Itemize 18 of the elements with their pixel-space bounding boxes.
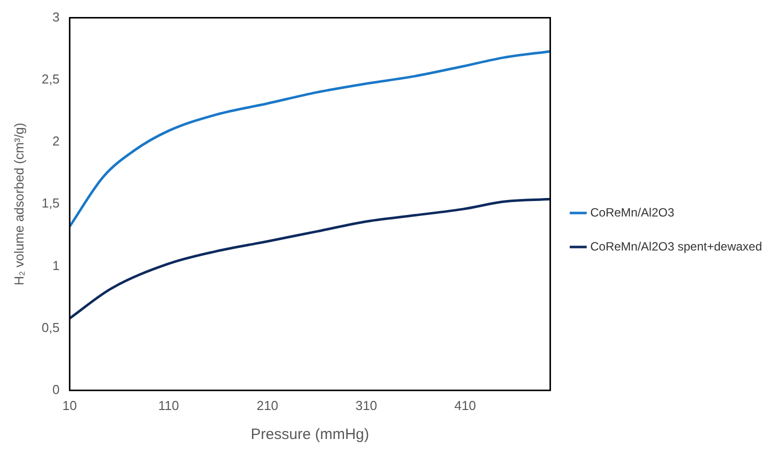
legend-label: CoReMn/Al2O3 <box>590 205 675 220</box>
y-tick-label: 0 <box>52 382 60 397</box>
y-tick-label: 1 <box>52 258 60 273</box>
x-tick-label: 210 <box>256 398 278 413</box>
x-axis-title: Pressure (mmHg) <box>250 426 370 444</box>
y-tick-label: 3 <box>52 9 60 24</box>
y-axis-title: H₂ volume adsorbed (cm³/g) <box>11 122 26 286</box>
x-tick-label: 410 <box>454 398 476 413</box>
y-tick-label: 1,5 <box>42 196 60 211</box>
x-tick-label: 110 <box>158 398 179 413</box>
line-series <box>70 198 550 320</box>
y-tick-label: 0,5 <box>42 320 60 335</box>
y-tick-label: 2 <box>52 134 60 149</box>
x-tick-label: 10 <box>62 398 77 413</box>
x-tick-label: 310 <box>355 398 378 413</box>
line-series <box>70 50 550 228</box>
y-tick-label: 2,5 <box>42 71 60 86</box>
legend-label: CoReMn/Al2O3 spent+dewaxed <box>590 239 762 254</box>
